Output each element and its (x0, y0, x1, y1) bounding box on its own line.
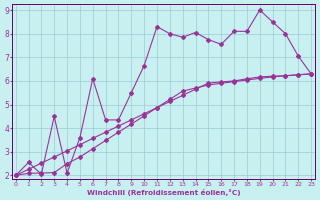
X-axis label: Windchill (Refroidissement éolien,°C): Windchill (Refroidissement éolien,°C) (87, 189, 240, 196)
